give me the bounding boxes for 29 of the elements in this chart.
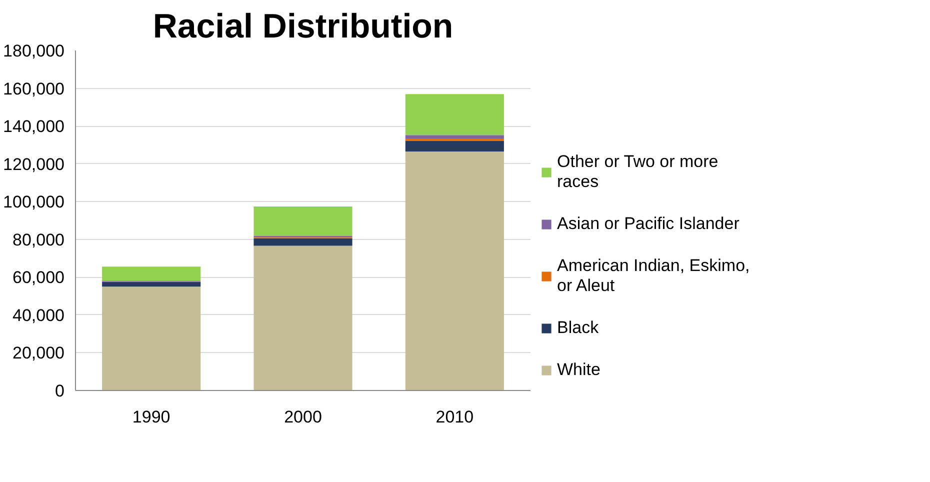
y-tick-label: 140,000 (3, 117, 64, 136)
y-tick-label: 40,000 (12, 306, 65, 325)
bar (405, 140, 504, 152)
bar (254, 246, 352, 390)
chart-title: Racial Distribution (152, 8, 454, 46)
legend-label: Black (557, 318, 599, 338)
legend-label: Asian or Pacific Islander (557, 214, 740, 234)
y-tick-label: 80,000 (12, 230, 65, 250)
bar (405, 94, 504, 136)
bar (405, 135, 504, 139)
x-tick-label: 1990 (132, 408, 170, 426)
legend-label: White (557, 360, 600, 380)
x-tick-label: 2010 (436, 408, 474, 426)
y-tick-label: 20,000 (12, 344, 65, 363)
y-tick-label: 100,000 (3, 192, 64, 212)
bar (102, 266, 201, 281)
y-tick-label: 120,000 (3, 154, 64, 174)
bar (254, 238, 352, 246)
bar (102, 282, 201, 287)
y-tick-label: 180,000 (3, 42, 64, 60)
y-tick-label: 160,000 (3, 79, 64, 98)
bar (405, 152, 504, 390)
y-tick-label: 0 (55, 382, 65, 400)
bar (254, 206, 352, 236)
y-tick-label: 60,000 (12, 268, 65, 288)
legend-label: American Indian, Eskimo, or Aleut (557, 256, 750, 296)
x-tick-label: 2000 (284, 408, 322, 426)
bar (102, 286, 201, 390)
legend-label: Other or Two or more races (557, 152, 718, 192)
